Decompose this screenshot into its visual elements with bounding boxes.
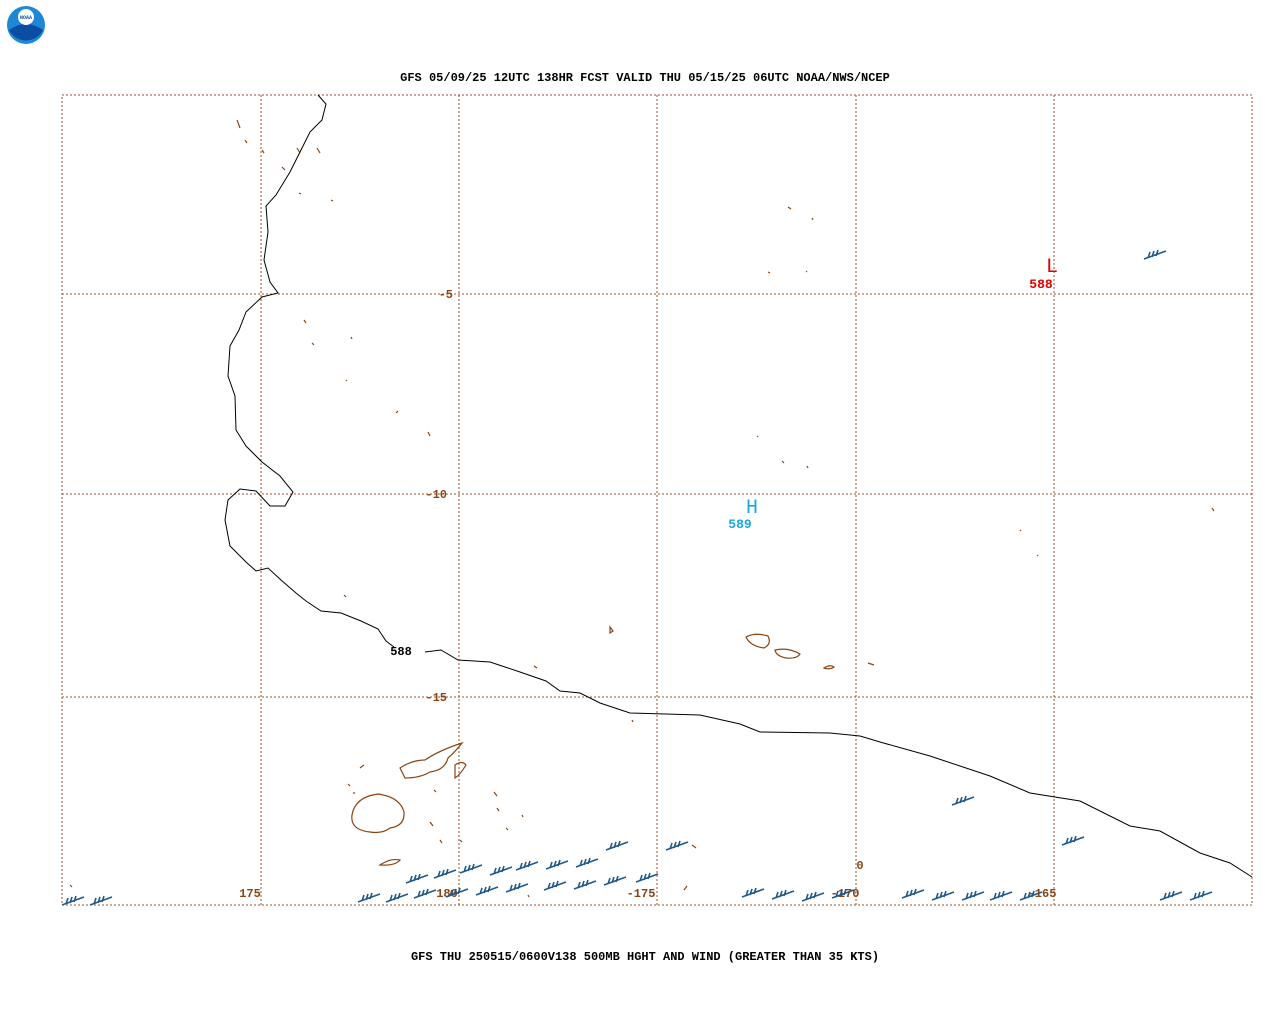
wind-barb <box>741 887 765 898</box>
wind-barb <box>385 892 409 903</box>
title: GFS 05/09/25 12UTC 138HR FCST VALID THU … <box>400 71 890 85</box>
small-islands <box>69 119 1215 898</box>
wind-barb <box>1143 249 1167 260</box>
wind-barb <box>1061 835 1085 846</box>
wind-barb <box>1159 890 1183 901</box>
lon-label: -175 <box>627 887 656 901</box>
wind-barbs <box>61 249 1213 906</box>
wind-barb <box>489 865 513 876</box>
island <box>774 648 801 659</box>
logo-wave <box>9 24 43 41</box>
lon-label: -165 <box>1028 887 1057 901</box>
logo-text: NOAA <box>20 15 32 21</box>
wind-barb <box>901 888 925 899</box>
wind-barb <box>445 887 469 898</box>
wind-barb <box>357 892 381 903</box>
wind-barb <box>951 795 975 806</box>
wind-barb <box>413 888 437 899</box>
wind-barb <box>831 888 855 899</box>
logo: NOAA <box>7 6 45 44</box>
contour-line <box>224 94 395 648</box>
island <box>351 793 405 834</box>
wind-barb <box>1189 890 1213 901</box>
island <box>399 741 464 779</box>
wind-barb <box>545 859 569 870</box>
island <box>822 665 836 670</box>
wind-barb <box>505 882 529 893</box>
wind-barb <box>989 890 1013 901</box>
wind-barb <box>89 895 113 906</box>
wind-barb <box>605 840 629 851</box>
wind-barb <box>433 868 457 879</box>
wind-barb <box>573 879 597 890</box>
high-symbol: H <box>746 497 758 520</box>
island <box>745 633 770 649</box>
lat-label: -10 <box>425 488 447 502</box>
wind-barb <box>575 857 599 868</box>
wind-barb <box>61 895 85 906</box>
footer-caption: GFS THU 250515/0600V138 500MB HGHT AND W… <box>411 950 879 964</box>
logo-bird <box>18 9 34 25</box>
wind-barb <box>801 891 825 902</box>
wind-barb <box>603 875 627 886</box>
wind-barb <box>1019 890 1043 901</box>
wind-barb <box>515 860 539 871</box>
wind-barb <box>459 863 483 874</box>
wind-barb <box>475 885 499 896</box>
island <box>454 761 467 780</box>
low-symbol: L <box>1046 256 1058 279</box>
island <box>378 858 402 866</box>
coastlines: 0 <box>69 119 1215 898</box>
wind-barb <box>931 890 955 901</box>
wind-barb <box>961 890 985 901</box>
wind-barb <box>771 889 795 900</box>
wind-barb <box>665 840 689 851</box>
wind-barb <box>543 880 567 891</box>
low-value: 588 <box>1029 277 1053 292</box>
lat-label: -5 <box>439 288 453 302</box>
high-value: 589 <box>728 517 752 532</box>
wind-barb <box>635 872 659 883</box>
lat-label: -15 <box>425 691 447 705</box>
wind-barb <box>405 873 429 884</box>
stray-label: 0 <box>856 859 863 873</box>
grid: -5 -10 -15 175 180 -175 -170 -165 <box>61 94 1253 906</box>
contour-line <box>424 649 1253 878</box>
contour-label: 588 <box>390 645 412 659</box>
lon-label: 175 <box>239 887 261 901</box>
